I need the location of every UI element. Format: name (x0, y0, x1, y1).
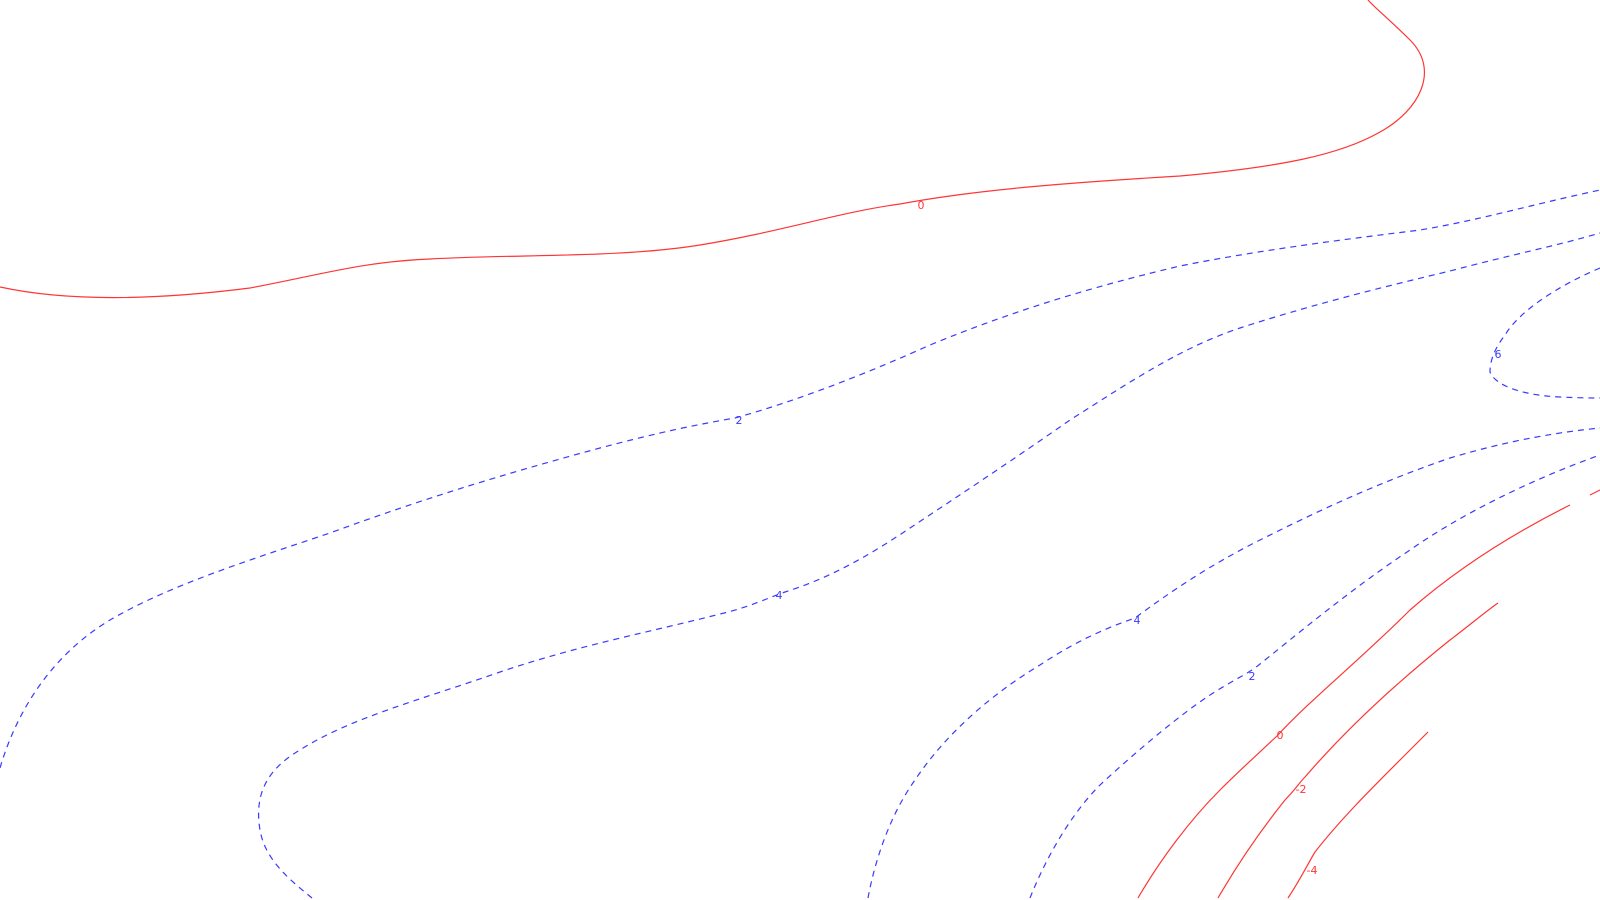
contour-line-two-east (1029, 454, 1600, 899)
contour-line-zero-north (0, 0, 1426, 299)
contour-label-four-west: 4 (776, 589, 783, 602)
contour-line-six-east (1489, 267, 1600, 399)
contour-label-two-west: 2 (736, 414, 743, 427)
contour-label-zero-north: 0 (918, 199, 925, 212)
contour-line-four-east (867, 427, 1600, 899)
contour-label-minus-two-southeast: -2 (1296, 783, 1307, 796)
contour-line-two-west (0, 189, 1600, 769)
contour-line-zero-southeast-stub (1589, 489, 1600, 496)
contour-line-minus-four-southeast (1287, 731, 1429, 899)
contour-line-minus-two-southeast (1217, 602, 1499, 899)
contour-label-zero-southeast: 0 (1277, 729, 1284, 742)
contour-line-four-west (257, 232, 1600, 899)
contour-line-zero-southeast (1137, 504, 1571, 899)
contour-label-minus-four-southeast: -4 (1307, 864, 1318, 877)
contour-label-two-east: 2 (1249, 670, 1256, 683)
contour-label-six-east: 6 (1495, 348, 1502, 361)
contour-label-four-east: 4 (1134, 614, 1141, 627)
